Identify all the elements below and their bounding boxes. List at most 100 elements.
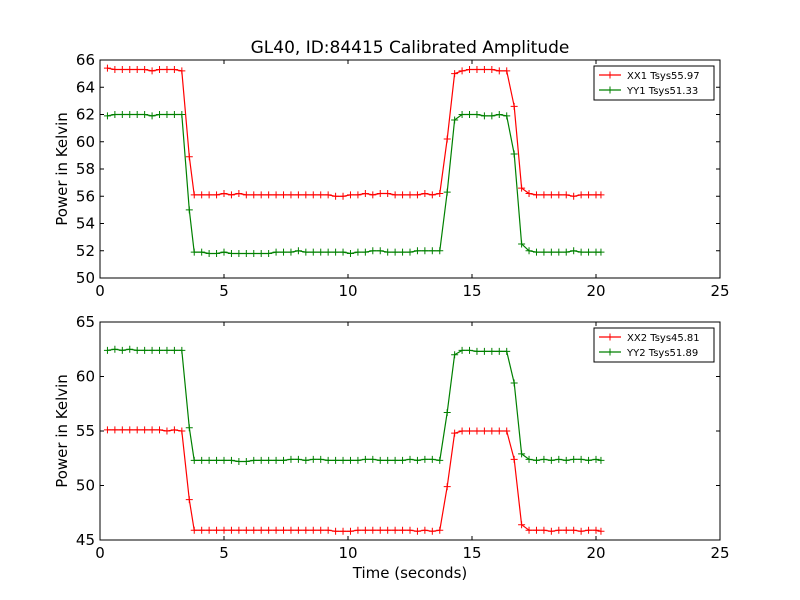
data-point: [391, 526, 399, 534]
legend-marker: [606, 348, 614, 356]
data-point: [369, 191, 377, 199]
data-point: [495, 67, 503, 75]
data-point: [213, 249, 221, 257]
x-tick-label: 20: [586, 544, 605, 562]
data-point: [361, 190, 369, 198]
legend: XX2 Tsys45.81 YY2 Tsys51.89: [593, 327, 715, 363]
data-point: [577, 527, 585, 535]
data-point: [118, 346, 126, 354]
data-point: [103, 112, 111, 120]
data-point: [518, 450, 526, 458]
data-point: [525, 526, 533, 534]
data-point: [272, 456, 280, 464]
data-point: [133, 346, 141, 354]
legend-marker: [606, 71, 614, 79]
data-point: [532, 526, 540, 534]
data-point: [540, 455, 548, 463]
data-point: [257, 526, 265, 534]
data-point: [443, 483, 451, 491]
data-point: [577, 191, 585, 199]
data-point: [428, 247, 436, 255]
data-point: [570, 526, 578, 534]
data-point: [190, 526, 198, 534]
x-tick-label: 10: [338, 282, 357, 300]
data-point: [309, 526, 317, 534]
data-point: [495, 427, 503, 435]
data-point: [503, 112, 511, 120]
y-tick-label: 45: [76, 531, 95, 549]
data-point: [421, 526, 429, 534]
data-point: [250, 526, 258, 534]
data-point: [156, 346, 164, 354]
data-point: [280, 248, 288, 256]
data-point: [178, 111, 186, 118]
data-point: [532, 191, 540, 199]
data-point: [466, 111, 474, 118]
data-point: [597, 527, 605, 535]
y-axis-label: Power in Kelvin: [53, 374, 71, 488]
data-point: [141, 66, 149, 74]
data-point: [317, 455, 325, 463]
x-tick-label: 25: [710, 282, 729, 300]
data-point: [324, 191, 332, 199]
data-point: [302, 526, 310, 534]
data-point: [369, 247, 377, 255]
legend-label: YY1 Tsys51.33: [626, 86, 698, 97]
legend-box: [593, 327, 715, 363]
y-tick-label: 58: [76, 160, 95, 178]
data-point: [163, 66, 171, 74]
x-tick-label: 20: [586, 282, 605, 300]
data-point: [555, 191, 563, 199]
data-point: [540, 248, 548, 256]
data-point: [503, 67, 511, 75]
data-point: [406, 526, 414, 534]
data-point: [361, 248, 369, 256]
data-point: [265, 191, 273, 199]
data-point: [220, 456, 228, 464]
data-point: [148, 426, 156, 434]
data-point: [555, 455, 563, 463]
data-point: [156, 66, 164, 74]
data-point: [220, 526, 228, 534]
data-point: [376, 526, 384, 534]
data-point: [376, 190, 384, 198]
data-point: [185, 424, 193, 432]
series-1: [103, 426, 605, 535]
data-point: [518, 240, 526, 248]
data-point: [346, 249, 354, 257]
data-point: [406, 191, 414, 199]
data-point: [178, 346, 186, 354]
y-tick-label: 56: [76, 187, 95, 205]
series-line: [107, 348, 602, 463]
x-axis-label: Time (seconds): [352, 564, 468, 582]
data-point: [585, 456, 593, 464]
series-line: [107, 429, 602, 532]
legend-label: XX1 Tsys55.97: [627, 71, 700, 82]
legend: XX1 Tsys55.97 YY1 Tsys51.33: [593, 65, 715, 101]
data-point: [156, 426, 164, 434]
data-point: [141, 111, 149, 118]
data-point: [272, 248, 280, 256]
data-point: [428, 191, 436, 199]
data-point: [280, 456, 288, 464]
data-point: [525, 455, 533, 463]
data-point: [332, 527, 340, 535]
data-point: [170, 426, 178, 434]
data-point: [103, 426, 111, 434]
data-point: [272, 191, 280, 199]
data-point: [406, 248, 414, 256]
data-point: [339, 456, 347, 464]
data-point: [126, 111, 134, 118]
data-point: [495, 111, 503, 118]
data-point: [346, 456, 354, 464]
data-point: [220, 248, 228, 256]
data-point: [473, 347, 481, 355]
data-point: [399, 191, 407, 199]
data-point: [480, 66, 488, 74]
data-point: [532, 248, 540, 256]
data-point: [302, 248, 310, 256]
x-tick-label: 25: [710, 544, 729, 562]
data-point: [518, 184, 526, 192]
x-tick-label: 5: [219, 282, 229, 300]
data-point: [324, 248, 332, 256]
